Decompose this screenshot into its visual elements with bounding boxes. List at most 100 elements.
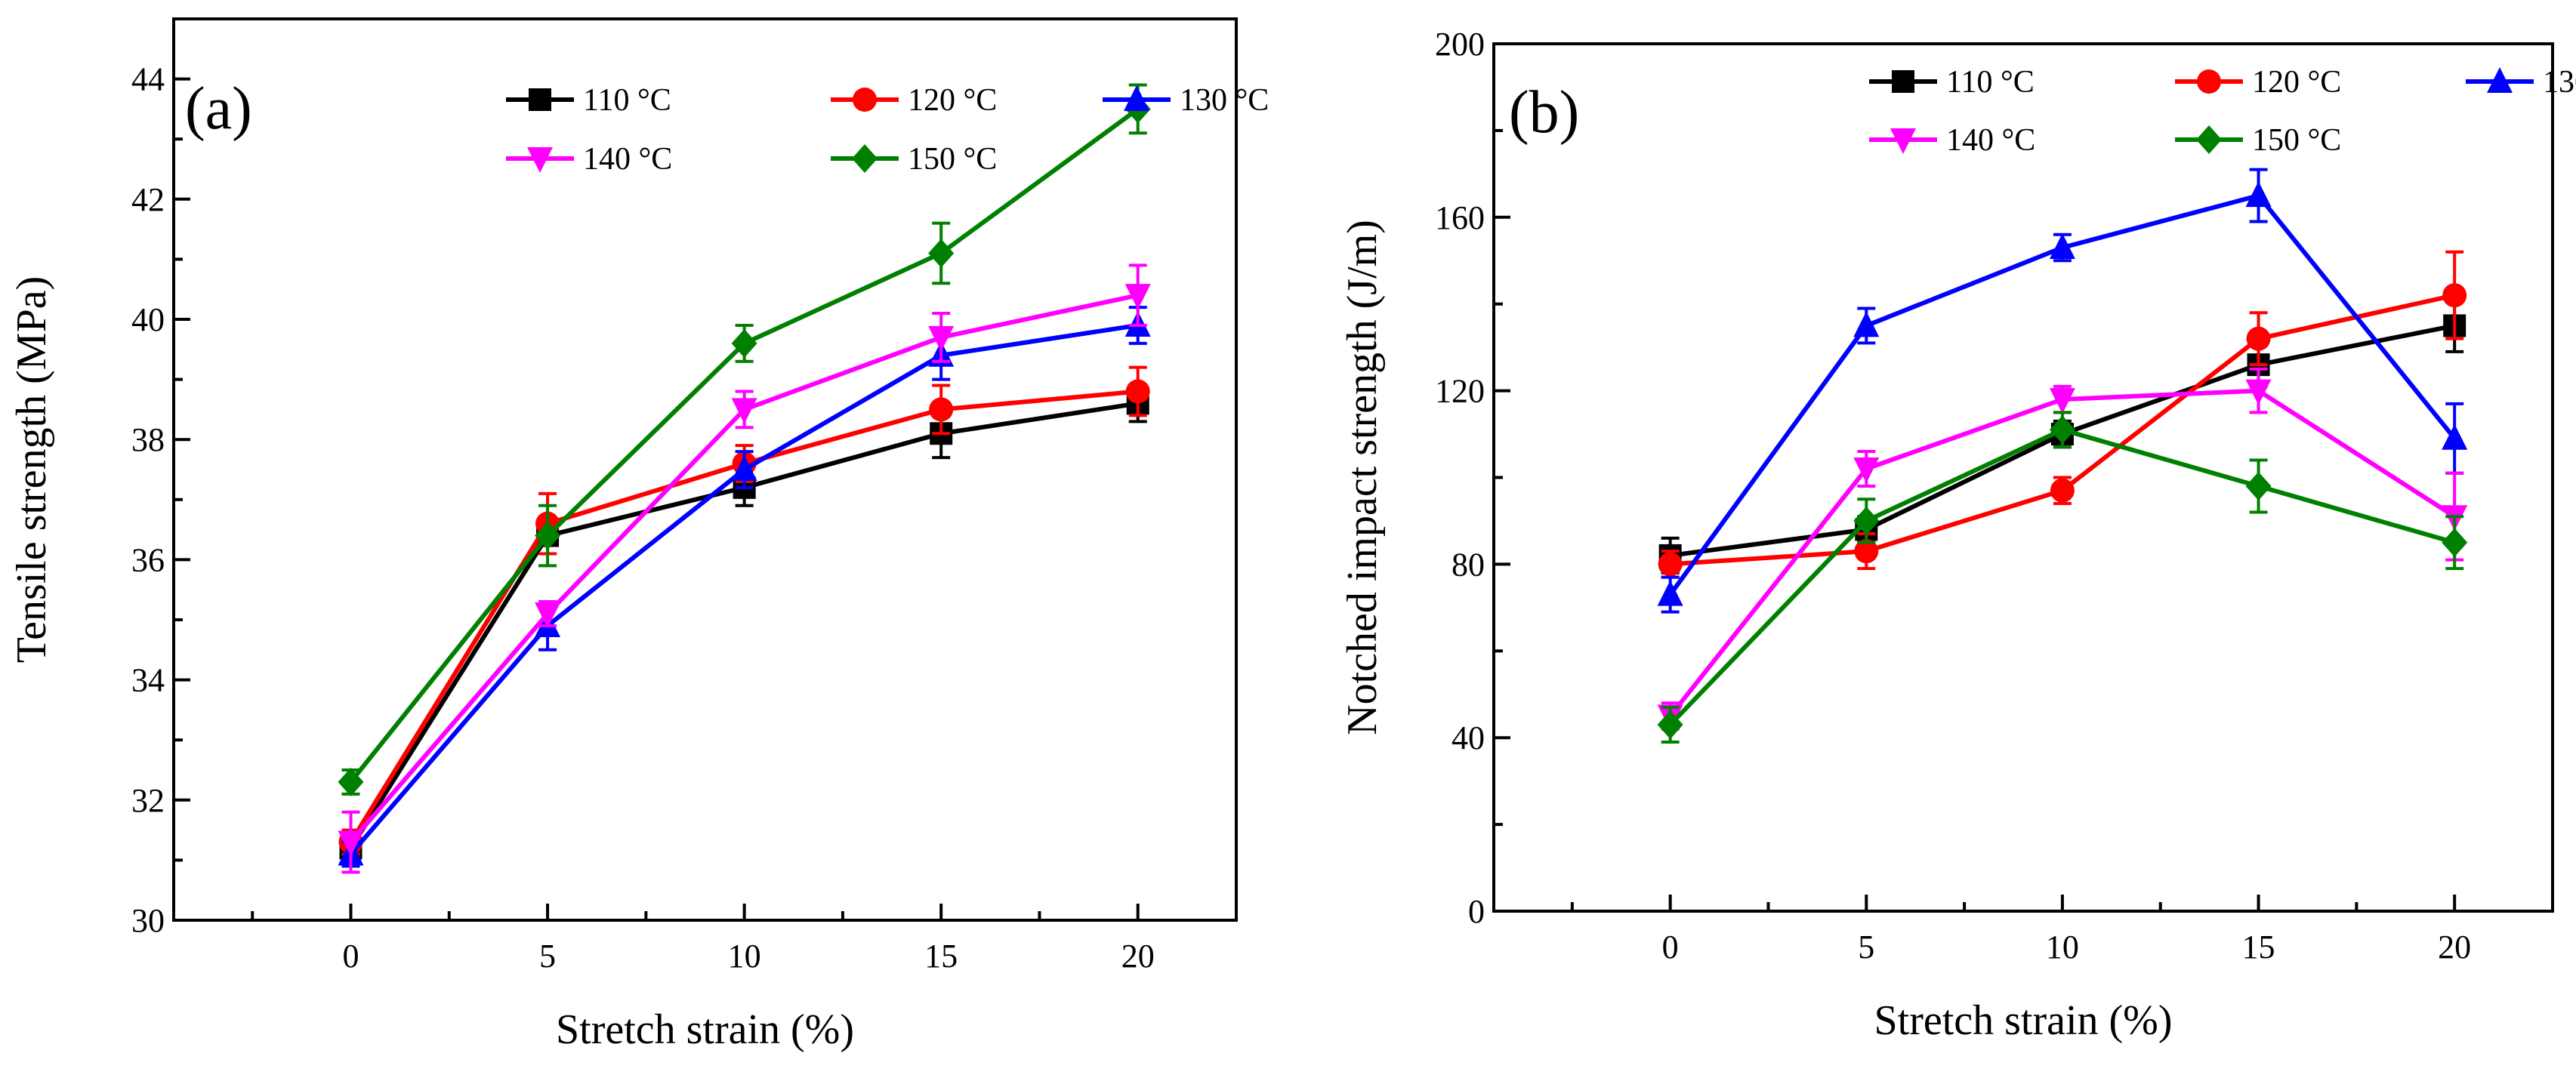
- legend-marker: [1892, 70, 1914, 93]
- legend-label: 140 °C: [1946, 123, 2035, 158]
- data-point: [2050, 478, 2075, 503]
- data-point: [2245, 379, 2272, 405]
- x-tick-label: 10: [728, 938, 761, 975]
- data-point: [928, 239, 955, 268]
- data-point: [2246, 326, 2271, 351]
- legend-item: 120 °C: [831, 83, 997, 118]
- data-point: [2442, 424, 2468, 450]
- legend-label: 130 °C: [2543, 65, 2576, 100]
- series-150C: [338, 83, 1151, 796]
- series-120C: [338, 365, 1150, 856]
- data-point: [2245, 471, 2272, 500]
- y-axis-title: Notched impact strength (J/m): [1339, 220, 1386, 735]
- x-tick-label: 20: [2438, 929, 2471, 966]
- legend: 110 °C 120 °C 130 °C 140 °C 150 °C: [506, 83, 1269, 177]
- y-tick-label: 36: [131, 541, 165, 578]
- y-tick-label: 44: [131, 61, 165, 98]
- legend-marker: [1890, 128, 1916, 154]
- panel-b-notched-impact-chart: 0 40 80 120 160 200 0 5 10 15 20 Stretch strain (%)…: [1339, 26, 2576, 1044]
- y-tick-label: 200: [1435, 26, 1485, 63]
- x-tick-label: 10: [2046, 929, 2079, 966]
- plot-frame: [172, 17, 1238, 922]
- legend: 110 °C 120 °C 130 °C 140 °C 150 °C: [1869, 65, 2576, 158]
- data-point: [1124, 284, 1151, 310]
- legend-marker: [527, 147, 553, 173]
- series-line: [349, 293, 1139, 844]
- y-tick-label: 38: [131, 421, 165, 458]
- data-point: [1125, 379, 1150, 404]
- panel-label: (b): [1509, 79, 1579, 146]
- legend-marker: [2197, 69, 2221, 94]
- data-point: [928, 325, 955, 352]
- legend-item: 110 °C: [506, 83, 671, 118]
- x-tick-label: 20: [1121, 938, 1155, 975]
- series-120C: [1658, 250, 2467, 579]
- data-point: [338, 830, 364, 857]
- y-tick-label: 42: [131, 181, 165, 218]
- data-point: [1854, 539, 1879, 564]
- y-tick-label: 120: [1435, 373, 1485, 410]
- series-line: [1668, 427, 2456, 727]
- data-point: [731, 328, 757, 358]
- data-point: [338, 767, 364, 796]
- data-point: [2049, 233, 2075, 260]
- x-tick-label: 0: [1662, 929, 1679, 966]
- data-point: [2442, 283, 2467, 308]
- data-point: [731, 398, 757, 424]
- data-point: [2049, 388, 2075, 414]
- legend-item: 150 °C: [831, 142, 997, 177]
- x-axis-title: Stretch strain (%): [556, 1006, 854, 1053]
- panel-a-tensile-strength-chart: 30 32 34 36 38 40 42 44 0 5 10 15 20 Stretch strain (…: [8, 17, 1269, 1053]
- series-130C: [1657, 168, 2468, 614]
- legend-marker: [852, 144, 878, 173]
- legend-label: 150 °C: [2252, 123, 2341, 158]
- legend-item: 110 °C: [1869, 65, 2035, 100]
- legend-label: 130 °C: [1180, 83, 1269, 118]
- y-tick-label: 32: [131, 782, 165, 819]
- x-tick-label: 0: [343, 938, 359, 975]
- data-point: [535, 602, 561, 629]
- data-point: [1853, 457, 1880, 484]
- data-point: [929, 397, 954, 422]
- data-point: [2245, 181, 2272, 208]
- legend-item: 150 °C: [2175, 123, 2341, 158]
- y-tick-label: 0: [1468, 893, 1485, 930]
- data-point: [1657, 580, 1683, 606]
- legend-marker: [2196, 125, 2222, 154]
- data-point: [1853, 311, 1880, 337]
- legend-label: 140 °C: [583, 142, 672, 177]
- legend-marker: [853, 88, 877, 112]
- legend-item: 130 °C: [2466, 65, 2576, 100]
- data-point: [2049, 415, 2075, 445]
- legend-label: 110 °C: [583, 83, 671, 118]
- legend-item: 130 °C: [1103, 83, 1269, 118]
- legend-label: 120 °C: [908, 83, 997, 118]
- x-tick-label: 15: [2242, 929, 2275, 966]
- y-tick-label: 80: [1452, 546, 1485, 583]
- y-tick-label: 34: [131, 662, 165, 699]
- data-point: [535, 521, 561, 550]
- legend-marker: [2487, 67, 2513, 93]
- x-axis-title: Stretch strain (%): [1874, 997, 2173, 1044]
- x-tick-label: 5: [539, 938, 556, 975]
- legend-item: 120 °C: [2175, 65, 2341, 100]
- series-140C: [338, 263, 1151, 874]
- data-point: [1853, 506, 1880, 535]
- legend-label: 120 °C: [2252, 65, 2341, 100]
- data-point: [2442, 528, 2468, 557]
- y-axis-title: Tensile strength (MPa): [8, 276, 55, 663]
- data-point: [731, 455, 757, 481]
- y-tick-label: 40: [131, 301, 165, 338]
- x-tick-label: 15: [924, 938, 958, 975]
- panel-label: (a): [185, 75, 252, 142]
- x-tick-label: 5: [1858, 929, 1874, 966]
- legend-label: 110 °C: [1946, 65, 2035, 100]
- y-tick-label: 160: [1435, 199, 1485, 236]
- data-point: [1657, 710, 1683, 739]
- legend-label: 150 °C: [908, 142, 997, 177]
- series-150C: [1657, 411, 2468, 744]
- legend-item: 140 °C: [1869, 123, 2035, 158]
- legend-marker: [1124, 85, 1149, 111]
- y-tick-label: 40: [1452, 719, 1485, 756]
